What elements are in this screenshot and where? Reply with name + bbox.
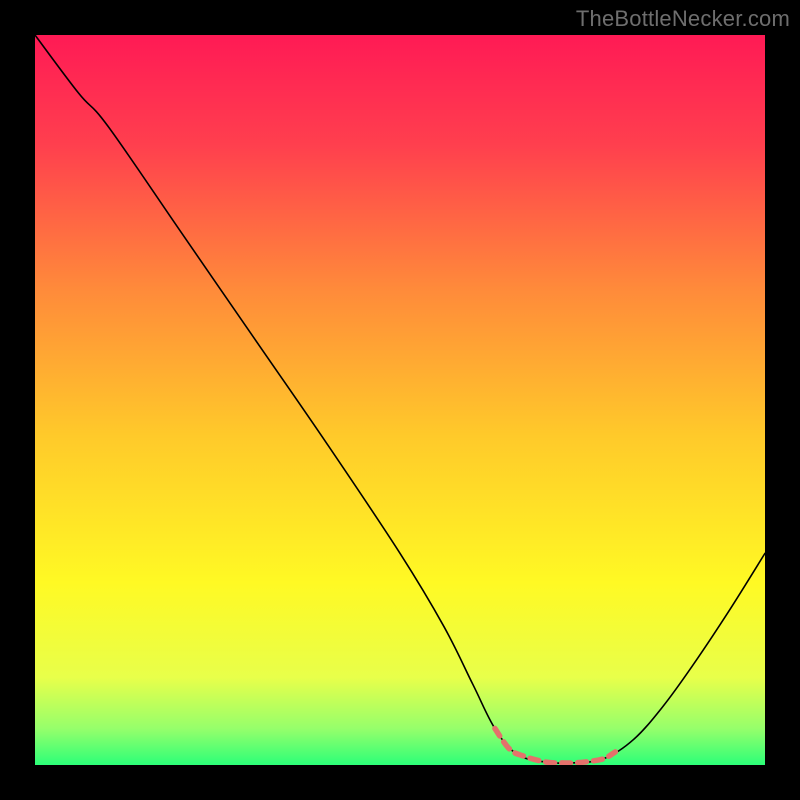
plot-svg: [35, 35, 765, 765]
watermark-text: TheBottleNecker.com: [576, 6, 790, 32]
chart-container: TheBottleNecker.com: [0, 0, 800, 800]
plot-area: [35, 35, 765, 765]
gradient-background: [35, 35, 765, 765]
